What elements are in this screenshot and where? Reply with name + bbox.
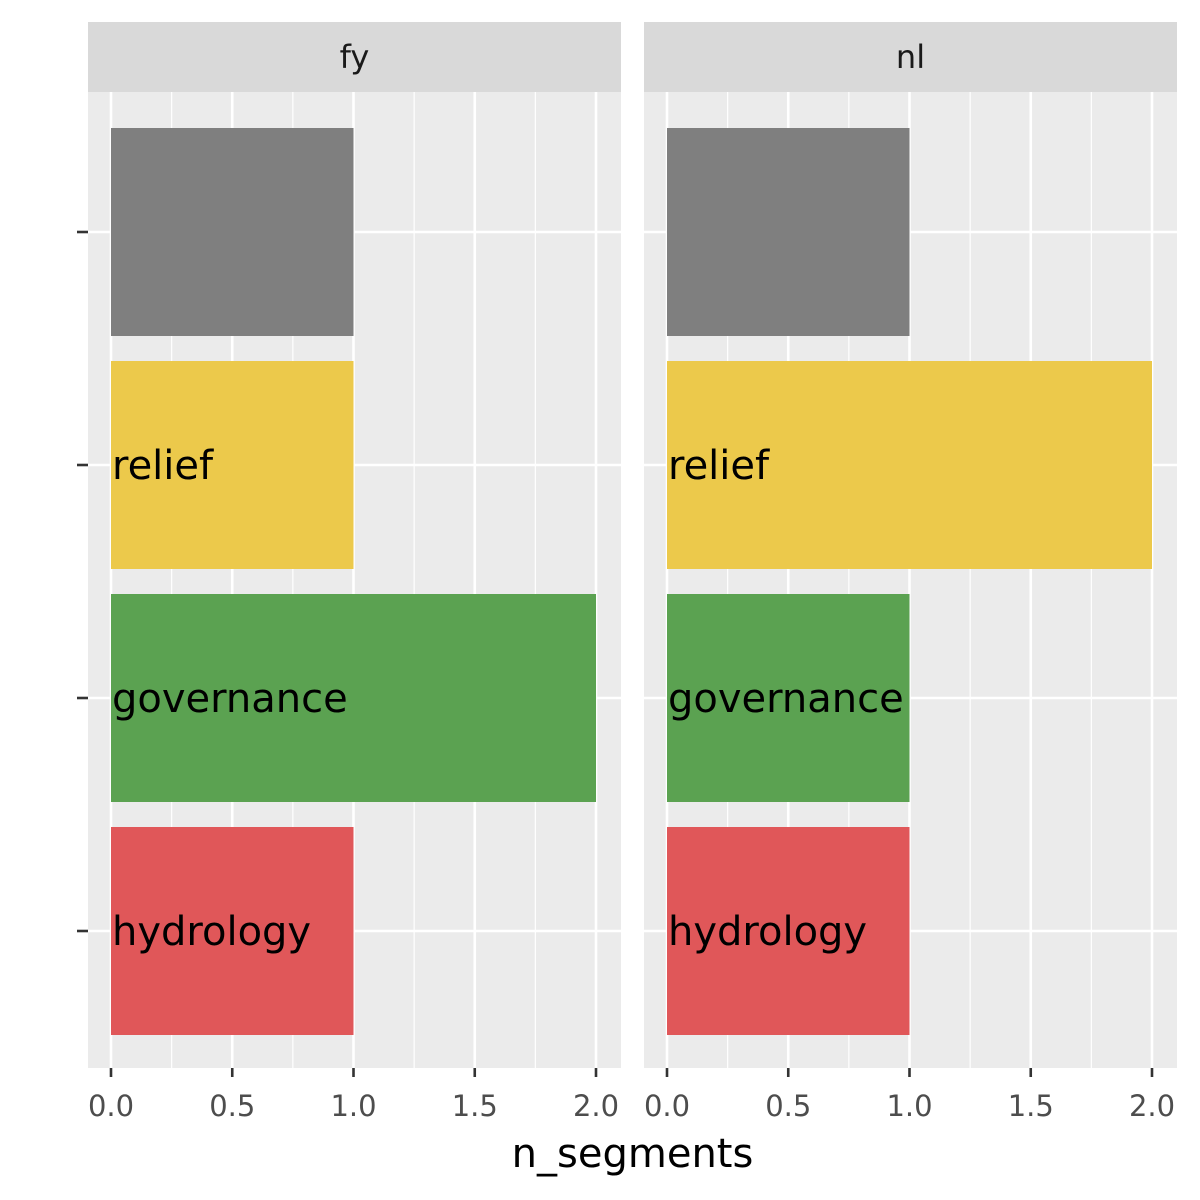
bar-label: hydrology [112,909,311,955]
x-tick-label: 0.5 [209,1089,255,1123]
bar-label: relief [668,443,770,489]
x-tick-label: 1.5 [452,1089,498,1123]
bar-fy-governance [111,594,596,802]
facet-strip-label: fy [340,38,370,76]
x-tick-label: 1.0 [886,1089,932,1123]
panel-nl: nl relief governance hydrology 0.0 0.5 1.0 1.5 2… [644,22,1177,1123]
bar-nl-hydrology [667,827,910,1035]
y-axis-ticks [77,230,88,933]
bar-nl-governance [667,594,910,802]
bar-fy-unlabeled [111,128,354,336]
panels: fy relief governance hydrology 0.0 0.5 1.0 1.5 2… [88,22,1177,1123]
panel-fy: fy relief governance hydrology 0.0 0.5 1.0 1.5 2… [88,22,621,1123]
x-tick-label: 0.0 [88,1089,134,1123]
x-tick-label: 0.0 [644,1089,690,1123]
facet-strip-label: nl [896,38,925,76]
x-tick-label: 1.5 [1008,1089,1054,1123]
x-tick-label: 0.5 [765,1089,811,1123]
x-axis-title: n_segments [512,1131,754,1177]
facet-strip [644,22,1177,92]
bar-nl-unlabeled [667,128,910,336]
bar-label: governance [668,676,904,722]
bar-nl-relief [667,361,1152,569]
bar-fy-hydrology [111,827,354,1035]
x-tick-label: 2.0 [1129,1089,1175,1123]
bar-fy-relief [111,361,354,569]
x-tick-label: 2.0 [573,1089,619,1123]
facet-strip [88,22,621,92]
x-tick-label: 1.0 [330,1089,376,1123]
bar-label: relief [112,443,214,489]
bar-label: governance [112,676,348,722]
bar-label: hydrology [668,909,867,955]
